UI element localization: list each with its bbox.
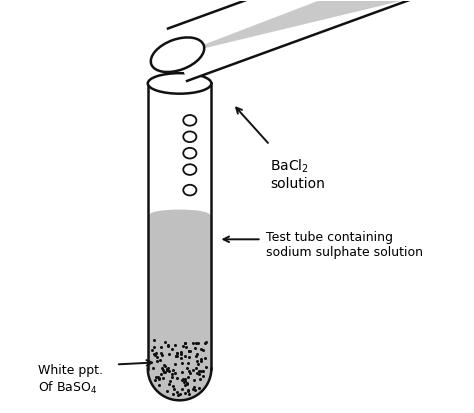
- Ellipse shape: [183, 148, 196, 159]
- Ellipse shape: [148, 73, 211, 94]
- Text: White ppt.
Of BaSO$_4$: White ppt. Of BaSO$_4$: [38, 364, 103, 396]
- Polygon shape: [149, 368, 210, 399]
- Ellipse shape: [183, 115, 196, 126]
- Ellipse shape: [183, 164, 196, 175]
- Ellipse shape: [183, 185, 196, 195]
- Text: BaCl$_2$
solution: BaCl$_2$ solution: [270, 157, 325, 191]
- Ellipse shape: [183, 131, 196, 142]
- Polygon shape: [178, 0, 419, 55]
- Polygon shape: [168, 0, 419, 81]
- Ellipse shape: [149, 209, 210, 220]
- Ellipse shape: [151, 38, 204, 72]
- Text: Test tube containing
sodium sulphate solution: Test tube containing sodium sulphate sol…: [266, 231, 423, 259]
